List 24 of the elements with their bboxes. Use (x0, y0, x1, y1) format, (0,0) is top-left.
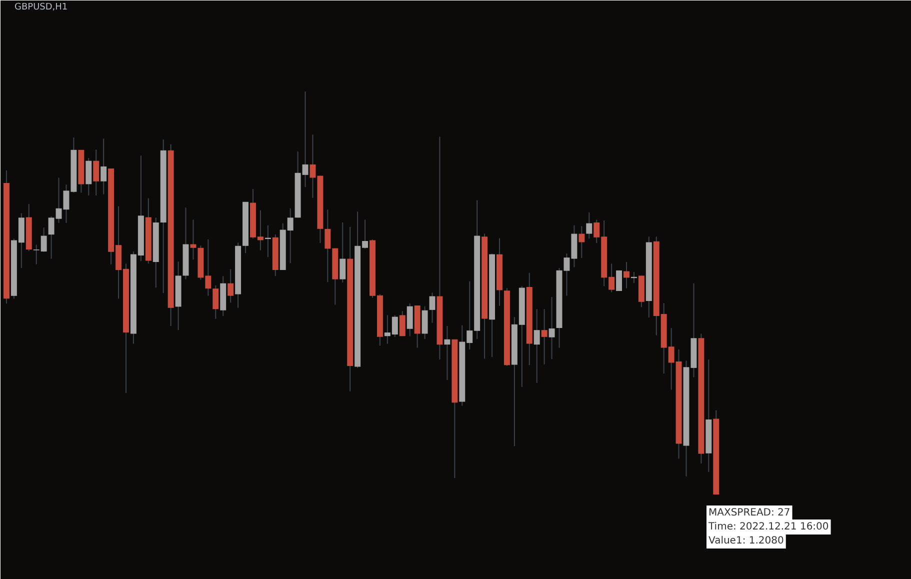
candlestick (93, 149, 100, 196)
candlestick (406, 302, 413, 337)
candlestick (100, 138, 107, 195)
candlestick (616, 270, 622, 292)
candlestick (190, 219, 196, 260)
candlestick (324, 209, 331, 283)
candlestick (541, 308, 548, 365)
candlestick (578, 226, 585, 258)
text: Value1: 1.2080 (708, 536, 784, 546)
candlestick (212, 284, 219, 320)
candlestick (228, 268, 234, 304)
candlestick (399, 310, 406, 337)
chart-title: GBPUSD,H1 (14, 2, 68, 12)
candlestick (86, 157, 92, 196)
candlestick (586, 212, 592, 240)
text: MAXSPREAD: 27 (708, 508, 790, 518)
candlestick (429, 292, 436, 324)
candlestick (534, 308, 540, 384)
candlestick (444, 326, 450, 381)
text: Time: 2022.12.21 16:00 (708, 522, 829, 532)
candlestick (422, 306, 428, 340)
candlestick (548, 296, 555, 360)
candlestick (340, 222, 346, 284)
candlestick (624, 261, 630, 289)
